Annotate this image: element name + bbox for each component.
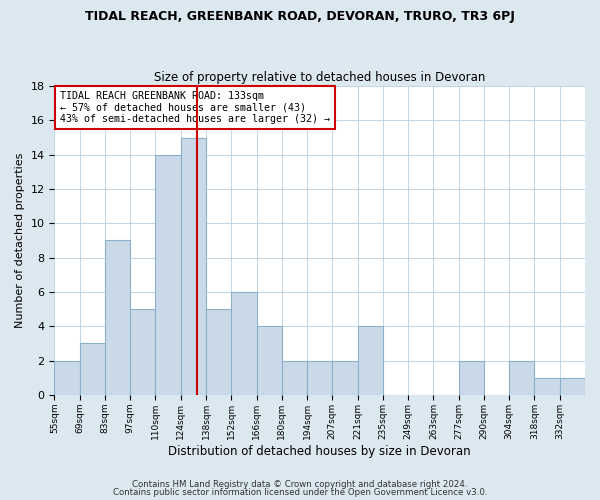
Title: Size of property relative to detached houses in Devoran: Size of property relative to detached ho… [154,70,485,84]
Bar [257,326,282,395]
Bar [282,360,307,395]
Bar [535,378,560,395]
Text: Contains HM Land Registry data © Crown copyright and database right 2024.: Contains HM Land Registry data © Crown c… [132,480,468,489]
Bar [80,344,105,395]
Bar [358,326,383,395]
Bar [509,360,535,395]
Text: TIDAL REACH, GREENBANK ROAD, DEVORAN, TRURO, TR3 6PJ: TIDAL REACH, GREENBANK ROAD, DEVORAN, TR… [85,10,515,23]
Bar [206,309,231,395]
Bar [307,360,332,395]
Bar [155,154,181,395]
Bar [105,240,130,395]
Y-axis label: Number of detached properties: Number of detached properties [15,153,25,328]
Bar [560,378,585,395]
Text: TIDAL REACH GREENBANK ROAD: 133sqm
← 57% of detached houses are smaller (43)
43%: TIDAL REACH GREENBANK ROAD: 133sqm ← 57%… [60,90,330,124]
Bar [458,360,484,395]
Bar [130,309,155,395]
X-axis label: Distribution of detached houses by size in Devoran: Distribution of detached houses by size … [169,444,471,458]
Text: Contains public sector information licensed under the Open Government Licence v3: Contains public sector information licen… [113,488,487,497]
Bar [55,360,80,395]
Bar [332,360,358,395]
Bar [231,292,257,395]
Bar [181,138,206,395]
